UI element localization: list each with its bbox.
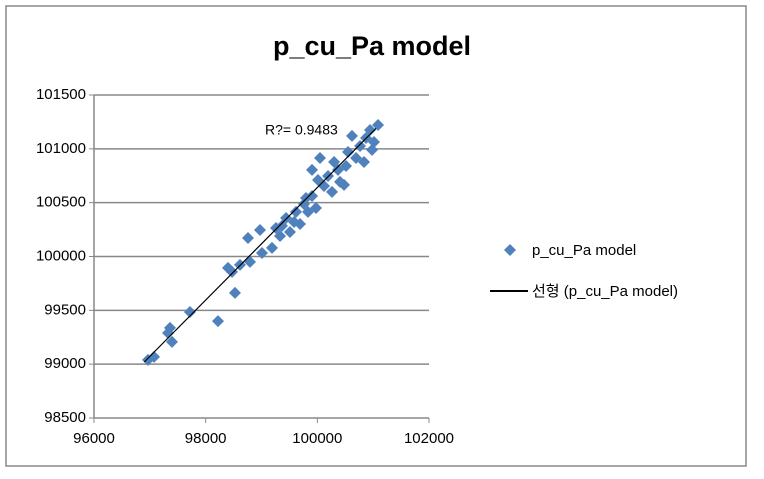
point (226, 265, 239, 278)
point (366, 143, 379, 156)
trendline (143, 127, 377, 363)
y-tick-label: 98500 (44, 409, 86, 426)
point (340, 159, 353, 172)
y-tick-label: 100000 (36, 247, 86, 264)
chart-title: p_cu_Pa model (273, 31, 471, 61)
point (162, 326, 175, 339)
x-tick-label: 100000 (292, 430, 342, 447)
point (364, 123, 377, 136)
point (253, 224, 266, 237)
legend-marker (504, 244, 516, 256)
point (165, 335, 178, 348)
point (368, 135, 381, 148)
x-tick-label: 102000 (404, 430, 454, 447)
x-tick-label: 96000 (73, 430, 115, 447)
point (354, 140, 367, 153)
y-tick-label: 101500 (36, 86, 86, 103)
point (306, 163, 319, 176)
annotation: R?= 0.9483 (265, 122, 338, 138)
y-tick-label: 99500 (44, 301, 86, 318)
point (342, 145, 355, 158)
y-tick-label: 100500 (36, 194, 86, 211)
point (358, 155, 371, 168)
point (288, 215, 301, 228)
point (275, 219, 288, 232)
point (309, 201, 322, 214)
point (331, 163, 344, 176)
point (265, 241, 278, 254)
point (256, 246, 269, 259)
point (274, 230, 287, 243)
point (183, 305, 196, 318)
x-tick-label: 98000 (185, 430, 227, 447)
point (326, 185, 339, 198)
point (372, 119, 385, 132)
point (290, 205, 303, 218)
point (346, 129, 359, 142)
point (212, 315, 225, 328)
point (283, 225, 296, 238)
y-tick-label: 99000 (44, 355, 86, 372)
legend-label: p_cu_Pa model (532, 242, 636, 259)
point (338, 178, 351, 191)
y-tick-label: 101000 (36, 140, 86, 157)
point (228, 286, 241, 299)
chart-frame (5, 5, 747, 467)
legend-label: 선형 (p_cu_Pa model) (532, 283, 678, 300)
point (241, 231, 254, 244)
point (299, 192, 312, 205)
point (148, 350, 161, 363)
point (314, 151, 327, 164)
